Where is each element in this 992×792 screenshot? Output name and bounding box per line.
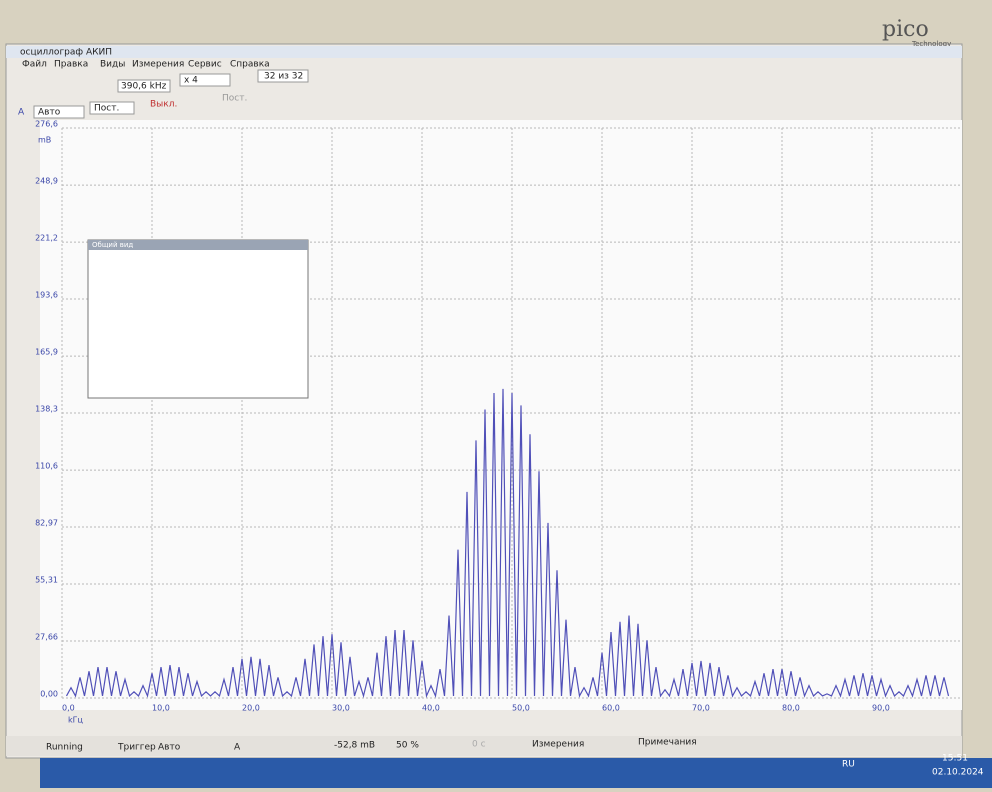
x-tick-label: 40,0	[422, 704, 440, 713]
plot: 0,00 27,66 55,31 82,97 110,6 138,3 165,9 193,6 2…	[35, 120, 962, 713]
channel-name: A	[18, 108, 25, 118]
menu-item[interactable]: Файл	[22, 60, 47, 70]
range[interactable]: Авто	[38, 108, 61, 118]
zoom-box[interactable]	[179, 73, 231, 87]
notes[interactable]: Примечания	[638, 738, 697, 748]
y-tick-label: 248,9	[35, 177, 58, 186]
y-tick-label: 165,9	[35, 348, 58, 357]
taskbar	[40, 758, 992, 788]
y-tick-label: 55,31	[35, 576, 58, 585]
clock-time: 15:51	[942, 754, 968, 764]
x-tick-label: 60,0	[602, 704, 620, 713]
trigger-mode[interactable]: Авто	[158, 743, 181, 753]
status-state: Running	[46, 743, 83, 753]
buffer-box[interactable]	[257, 69, 309, 83]
x-tick-label: 70,0	[692, 704, 710, 713]
x-tick-label: 0,0	[62, 704, 75, 713]
x-unit: kГц	[68, 716, 84, 725]
plot-area	[40, 120, 962, 710]
zoom[interactable]: x 4	[184, 76, 198, 86]
window-title: осциллограф АКИП	[20, 48, 112, 58]
overview-window[interactable]	[87, 239, 309, 399]
trigger-level[interactable]: -52,8 mB	[334, 741, 375, 751]
x-tick-label: 10,0	[152, 704, 170, 713]
filter-mode[interactable]: Пост.	[222, 94, 247, 104]
y-unit: mB	[38, 136, 51, 145]
status-bar	[6, 736, 962, 756]
trigger-label: Триггер	[117, 743, 156, 753]
frequency[interactable]: 390,6 kHz	[121, 82, 167, 92]
x-tick-label: 20,0	[242, 704, 260, 713]
delay[interactable]: 0 с	[472, 740, 486, 750]
y-tick-label: 138,3	[35, 405, 58, 414]
overview-title: Общий вид	[92, 241, 133, 249]
language[interactable]: RU	[842, 760, 855, 770]
range-box[interactable]	[33, 105, 85, 119]
menu-item[interactable]: Справка	[230, 60, 270, 70]
clock-date: 02.10.2024	[932, 768, 984, 778]
x-tick-label: 30,0	[332, 704, 350, 713]
logo-subtitle: Technology	[911, 40, 951, 48]
overview-title-bar	[88, 240, 308, 250]
title-bar	[6, 46, 962, 58]
y-tick-label: 82,97	[35, 519, 58, 528]
coupling[interactable]: Пост.	[94, 104, 119, 114]
pretrigger[interactable]: 50 %	[396, 741, 419, 751]
coupling-box[interactable]	[89, 101, 135, 115]
x-tick-label: 80,0	[782, 704, 800, 713]
y-tick-label: 276,6	[35, 120, 58, 129]
menu-item[interactable]: Виды	[100, 60, 125, 70]
y-tick-label: 221,2	[35, 234, 58, 243]
buffer[interactable]: 32 из 32	[264, 72, 303, 82]
frequency-box[interactable]	[117, 79, 171, 93]
y-tick-label: 0,00	[40, 690, 58, 699]
x-tick-label: 90,0	[872, 704, 890, 713]
menu-item[interactable]: Сервис	[188, 60, 222, 70]
logo: pico	[882, 17, 929, 42]
spectrum-line	[65, 388, 950, 699]
y-tick-label: 193,6	[35, 291, 58, 300]
x-tick-label: 50,0	[512, 704, 530, 713]
trigger-channel[interactable]: A	[234, 743, 241, 753]
menu-item[interactable]: Правка	[54, 60, 88, 70]
menu-item[interactable]: Измерения	[132, 60, 184, 70]
filter[interactable]: Выкл.	[150, 100, 177, 110]
y-tick-label: 110,6	[35, 462, 58, 471]
y-tick-label: 27,66	[35, 633, 58, 642]
measurements[interactable]: Измерения	[532, 740, 584, 750]
